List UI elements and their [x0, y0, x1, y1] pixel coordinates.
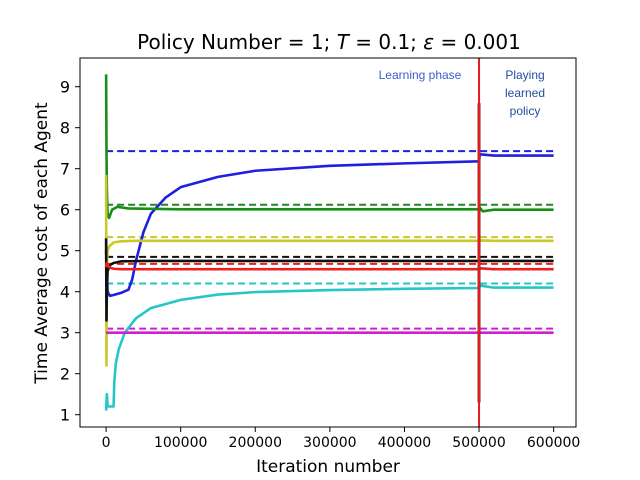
reference-levels — [106, 150, 554, 330]
title-part-e: = 0.001 — [434, 30, 521, 54]
playing-annotation-line-3: policy — [510, 104, 541, 118]
y-tick-label-8: 9 — [60, 78, 70, 97]
y-tick-label-3: 4 — [60, 283, 70, 302]
y-tick-label-6: 7 — [60, 160, 70, 179]
y-tick-label-2: 3 — [60, 324, 70, 343]
y-tick-label-4: 5 — [60, 242, 70, 261]
title-part-c: = 0.1; — [349, 30, 423, 54]
y-axis-label: Time Average cost of each Agent — [32, 102, 52, 385]
series-group — [104, 74, 554, 411]
title-part-a: Policy Number = 1; — [137, 30, 337, 54]
title-part-b: T — [337, 30, 351, 54]
x-axis-ticks: 0 100000 200000 300000 400000 500000 600000 — [102, 427, 580, 451]
y-tick-label-0: 1 — [60, 406, 70, 425]
x-tick-label-5: 500000 — [452, 435, 505, 451]
playing-annotation-line-2: learned — [505, 86, 545, 100]
x-tick-label-0: 0 — [102, 435, 111, 451]
series-line-3 — [104, 238, 554, 322]
series-line-5 — [104, 284, 554, 411]
series-line-0 — [104, 153, 554, 298]
x-tick-label-6: 600000 — [527, 435, 580, 451]
series-line-1 — [104, 74, 554, 220]
x-tick-label-1: 100000 — [154, 435, 207, 451]
learning-phase-annotation: Learning phase — [379, 68, 462, 82]
plot-frame — [79, 57, 577, 428]
x-tick-label-2: 200000 — [229, 435, 282, 451]
y-tick-label-7: 8 — [60, 119, 70, 138]
playing-annotation-line-1: Playing — [505, 68, 544, 82]
title-part-d: ε — [423, 30, 434, 54]
x-axis-label: Iteration number — [256, 457, 400, 477]
y-tick-label-5: 6 — [60, 201, 70, 220]
x-tick-label-3: 300000 — [303, 435, 356, 451]
x-tick-label-4: 400000 — [378, 435, 431, 451]
y-axis-ticks: 1 2 3 4 5 6 7 8 9 — [60, 78, 80, 425]
chart-title: Policy Number = 1; T = 0.1; ε = 0.001 — [137, 30, 521, 54]
y-tick-label-1: 2 — [60, 365, 70, 384]
